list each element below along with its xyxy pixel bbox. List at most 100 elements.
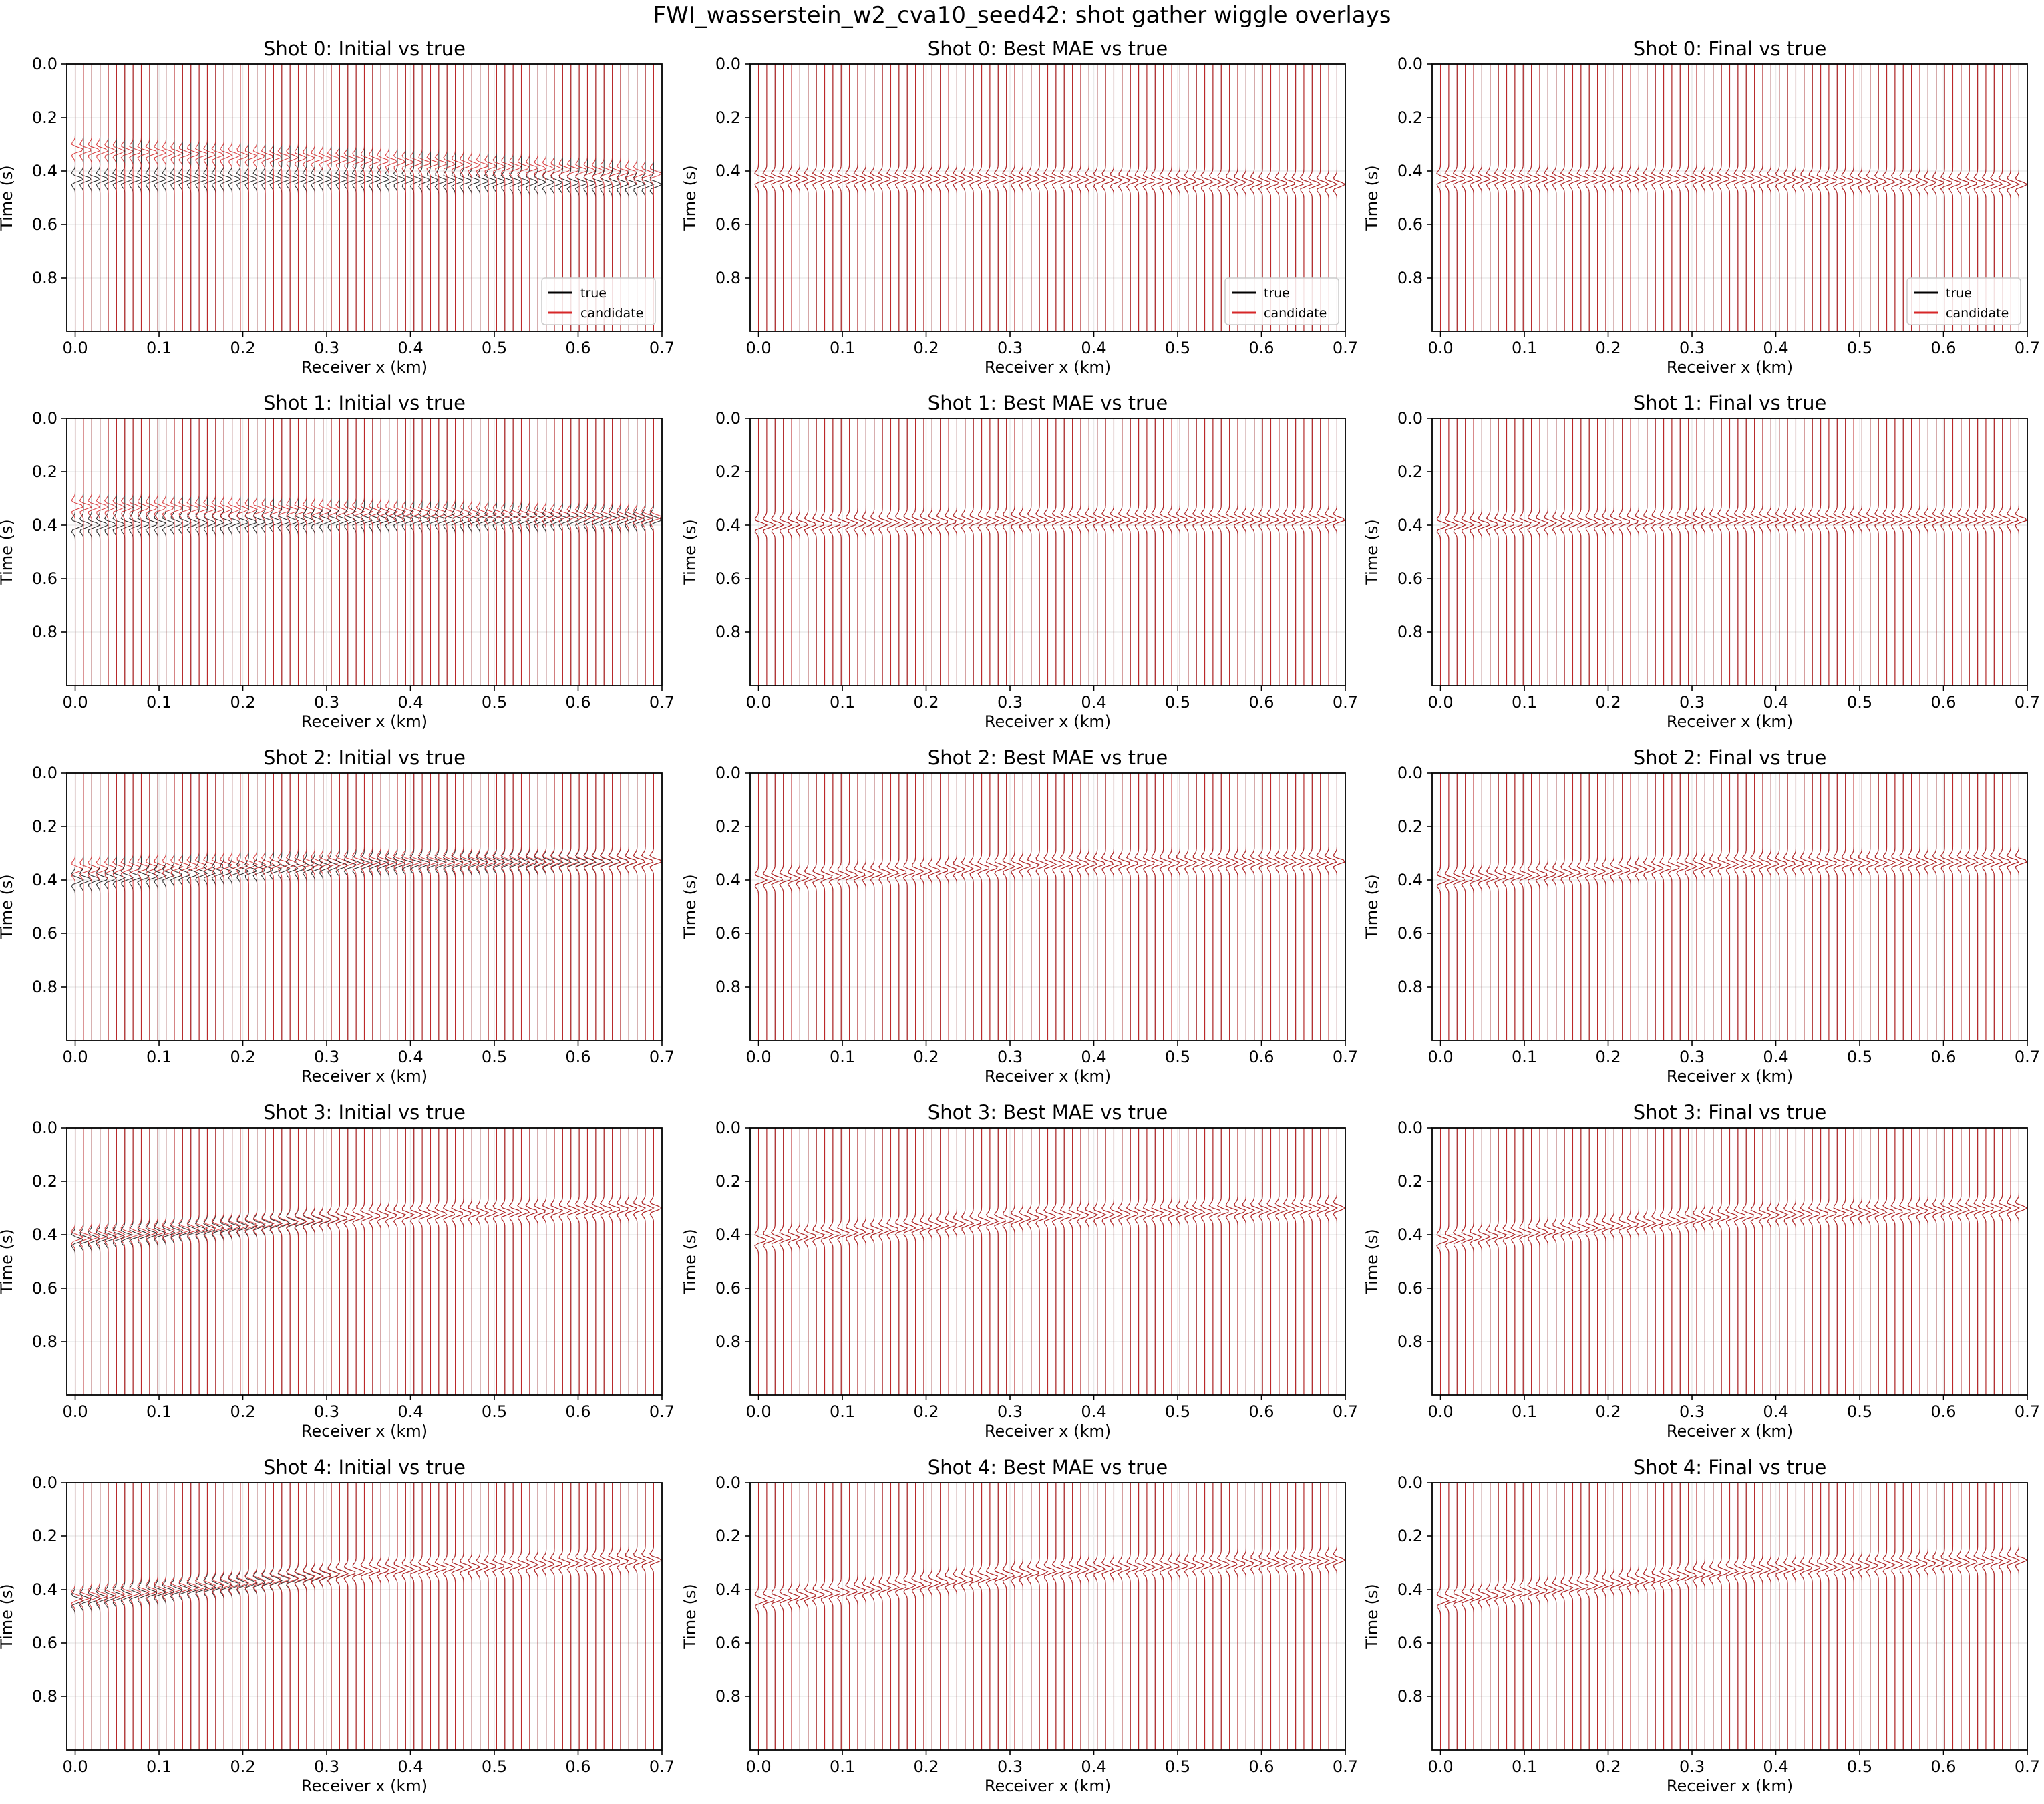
candidate-trace — [944, 64, 957, 331]
true-trace — [928, 1483, 942, 1750]
true-trace — [1956, 1128, 1970, 1395]
x-tick-label: 0.4 — [1763, 693, 1788, 712]
candidate-trace — [985, 773, 999, 1040]
true-trace — [1709, 773, 1722, 1040]
true-trace — [1667, 773, 1681, 1040]
x-tick-label: 0.3 — [997, 1048, 1023, 1066]
candidate-trace — [1932, 773, 1946, 1040]
candidate-trace — [1667, 418, 1681, 686]
true-trace — [812, 418, 824, 686]
true-trace — [269, 64, 282, 331]
true-trace — [277, 64, 290, 331]
true-trace — [1076, 1483, 1090, 1750]
true-trace — [1924, 1128, 1937, 1395]
candidate-trace — [1076, 64, 1090, 331]
true-trace — [961, 64, 973, 331]
true-trace — [285, 64, 299, 331]
candidate-trace — [484, 418, 498, 686]
y-axis-label: Time (s) — [0, 874, 16, 940]
candidate-trace — [1250, 418, 1262, 686]
true-trace — [1134, 773, 1147, 1040]
candidate-trace — [1068, 773, 1081, 1040]
true-trace — [426, 773, 438, 1040]
true-trace — [1733, 1483, 1746, 1750]
candidate-trace — [476, 64, 488, 331]
true-trace — [244, 1483, 259, 1750]
candidate-trace — [294, 1128, 308, 1395]
candidate-trace — [633, 773, 645, 1040]
true-trace — [1283, 1483, 1296, 1750]
candidate-trace — [79, 418, 92, 686]
candidate-trace — [870, 773, 884, 1040]
true-trace — [796, 1128, 809, 1395]
true-trace — [1758, 773, 1771, 1040]
candidate-trace — [96, 418, 109, 686]
candidate-trace — [1118, 773, 1130, 1040]
true-trace — [608, 1483, 620, 1750]
candidate-trace — [1258, 1128, 1272, 1395]
candidate-trace — [1535, 1128, 1549, 1395]
true-trace — [1709, 418, 1722, 686]
true-trace — [228, 773, 242, 1040]
candidate-trace — [1142, 64, 1155, 331]
candidate-trace — [434, 773, 447, 1040]
candidate-trace — [1866, 64, 1879, 331]
true-trace — [1027, 1483, 1039, 1750]
candidate-trace — [1051, 773, 1065, 1040]
candidate-trace — [1998, 773, 2011, 1040]
candidate-trace — [459, 418, 473, 686]
candidate-trace — [985, 1483, 998, 1750]
true-trace — [1184, 1128, 1198, 1395]
true-trace — [1316, 418, 1329, 686]
candidate-trace — [1808, 1483, 1822, 1750]
y-tick-label: 0.2 — [1397, 1172, 1423, 1191]
true-trace — [1478, 1128, 1491, 1395]
candidate-trace — [754, 773, 768, 1040]
candidate-trace — [1299, 418, 1312, 686]
candidate-trace — [1940, 418, 1953, 686]
true-trace — [1998, 773, 2011, 1040]
true-trace — [128, 1128, 142, 1395]
y-tick-label: 0.2 — [715, 1527, 741, 1545]
candidate-trace — [649, 773, 662, 1040]
true-trace — [112, 64, 125, 331]
candidate-trace — [1841, 1483, 1854, 1750]
candidate-trace — [1242, 773, 1256, 1040]
candidate-trace — [1043, 1128, 1057, 1395]
candidate-trace — [120, 773, 133, 1040]
y-tick-label: 0.6 — [715, 1634, 741, 1652]
candidate-trace — [878, 1128, 892, 1395]
true-trace — [1118, 1128, 1131, 1395]
candidate-trace — [517, 1483, 531, 1750]
candidate-trace — [1159, 1128, 1173, 1395]
true-trace — [886, 64, 899, 331]
candidate-trace — [417, 1483, 431, 1750]
candidate-trace — [285, 1483, 299, 1750]
candidate-trace — [393, 64, 407, 331]
true-trace — [566, 1483, 580, 1750]
candidate-trace — [804, 418, 816, 686]
true-trace — [1478, 773, 1492, 1040]
candidate-trace — [1775, 773, 1787, 1040]
candidate-trace — [1325, 1483, 1338, 1750]
y-tick-label: 0.2 — [32, 108, 57, 127]
true-trace — [944, 1128, 957, 1395]
true-trace — [360, 773, 374, 1040]
true-trace — [1635, 64, 1647, 331]
true-trace — [1833, 1128, 1846, 1395]
true-trace — [162, 1483, 175, 1750]
x-axis-label: Receiver x (km) — [985, 1422, 1111, 1441]
candidate-trace — [351, 773, 365, 1040]
candidate-trace — [1965, 1483, 1978, 1750]
true-trace — [1527, 64, 1540, 331]
true-trace — [426, 64, 440, 331]
true-trace — [319, 64, 331, 331]
candidate-trace — [1527, 418, 1540, 686]
y-tick-label: 0.0 — [32, 1118, 57, 1137]
true-trace — [1126, 1483, 1140, 1750]
true-trace — [1990, 1128, 2003, 1395]
candidate-trace — [1775, 64, 1789, 331]
candidate-trace — [1010, 418, 1024, 686]
x-tick-label: 0.0 — [745, 339, 771, 357]
